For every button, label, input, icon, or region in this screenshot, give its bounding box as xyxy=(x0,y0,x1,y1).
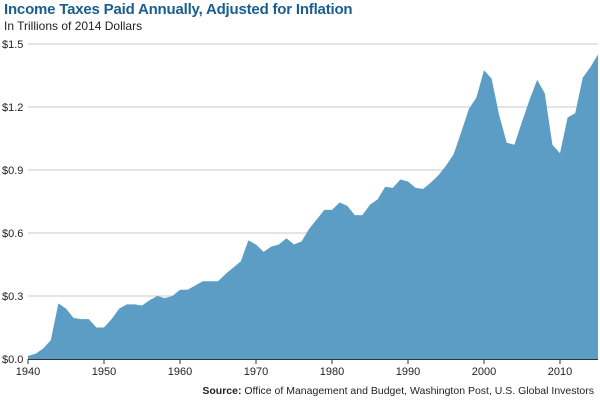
axes xyxy=(27,359,598,364)
y-tick-label: $0.9 xyxy=(2,165,23,177)
source-note: Source: Office of Management and Budget,… xyxy=(202,385,594,397)
x-tick-label: 1990 xyxy=(396,366,420,378)
series-area-income-taxes xyxy=(28,54,598,359)
x-tick-labels: 1940 1950 1960 1970 1980 1990 2000 2010 xyxy=(16,366,572,378)
source-text: Office of Management and Budget, Washing… xyxy=(244,385,594,397)
x-tick-label: 2000 xyxy=(472,366,496,378)
y-tick-label: $0.3 xyxy=(2,291,23,303)
y-tick-labels: $0.0 $0.3 $0.6 $0.9 $1.2 $1.5 xyxy=(2,39,23,366)
chart-subtitle: In Trillions of 2014 Dollars xyxy=(4,19,143,33)
x-tick-label: 1940 xyxy=(16,366,40,378)
y-tick-label: $1.2 xyxy=(2,102,23,114)
y-tick-label: $0.0 xyxy=(2,354,23,366)
x-tick-label: 1960 xyxy=(168,366,192,378)
y-tick-label: $0.6 xyxy=(2,228,23,240)
x-tick-label: 1970 xyxy=(244,366,268,378)
x-tick-label: 1980 xyxy=(320,366,344,378)
y-tick-label: $1.5 xyxy=(2,39,23,51)
series-area xyxy=(28,54,598,359)
source-label: Source: xyxy=(202,385,242,397)
x-tick-label: 1950 xyxy=(92,366,116,378)
x-tick-label: 2010 xyxy=(548,366,572,378)
chart-title: Income Taxes Paid Annually, Adjusted for… xyxy=(4,1,353,18)
